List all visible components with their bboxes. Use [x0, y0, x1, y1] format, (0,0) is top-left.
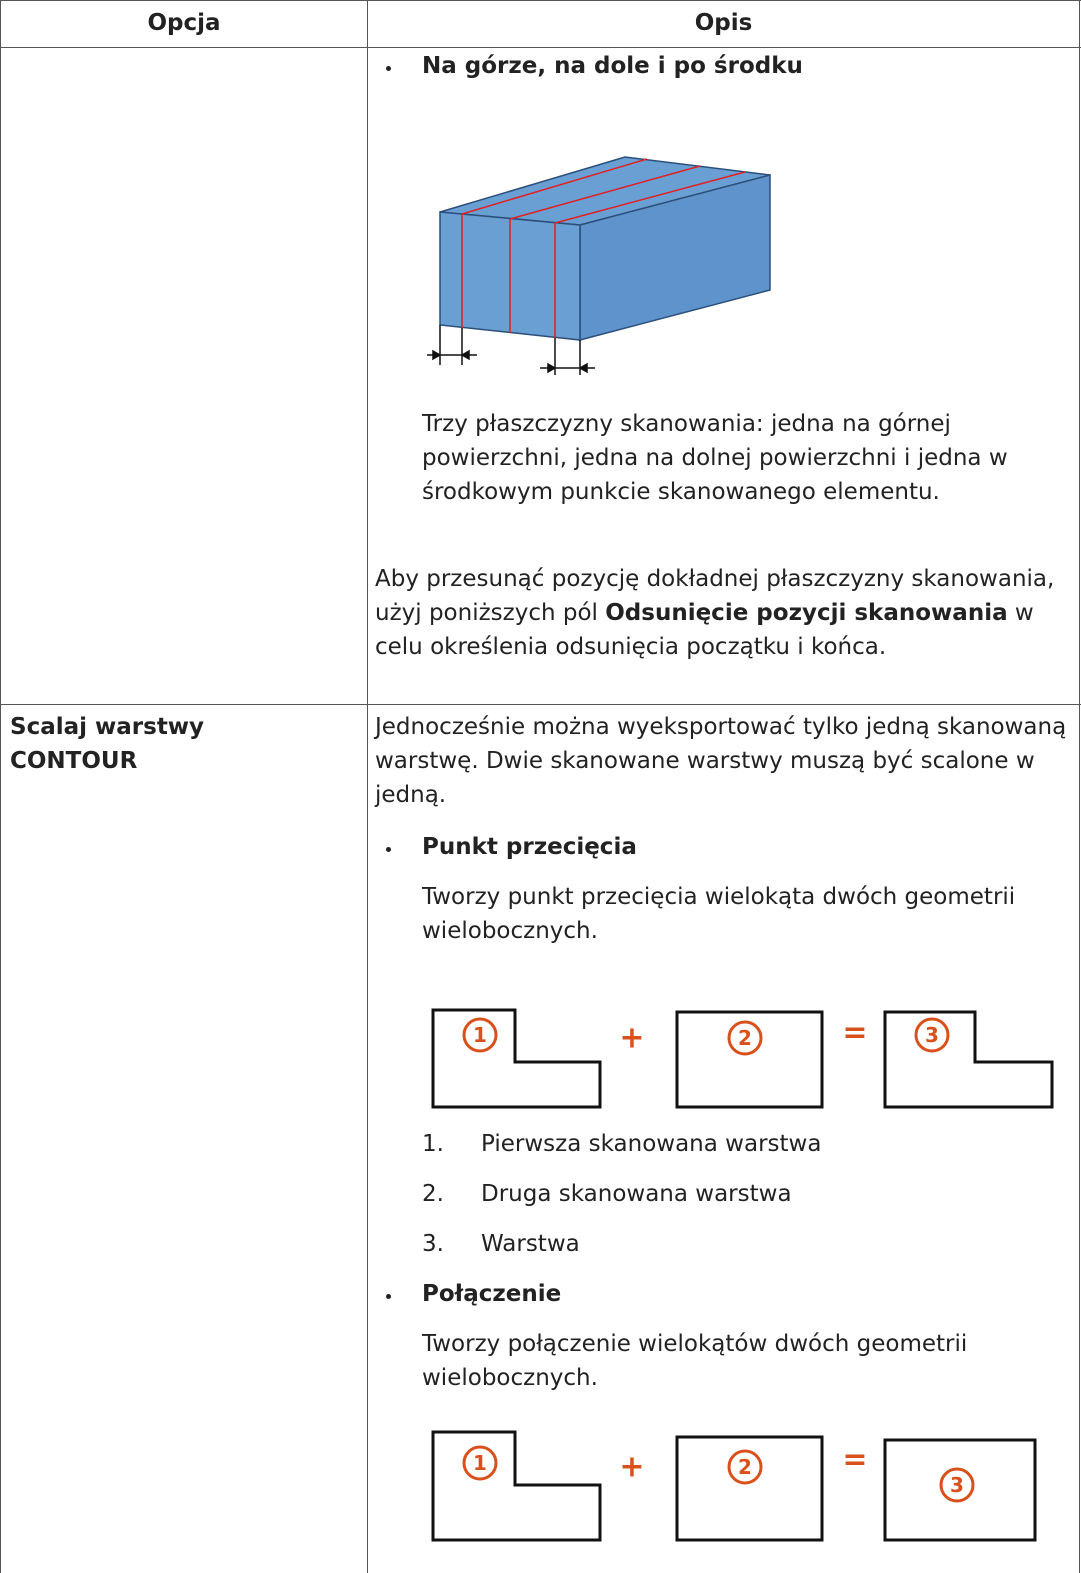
- intersection-diagram: 1 2 3 + =: [431, 1008, 1054, 1109]
- note: Aby przesunąć pozycję dokładnej płaszczy…: [375, 562, 1075, 664]
- list-marker: 2.: [422, 1181, 444, 1207]
- label: 2: [738, 1455, 752, 1479]
- header-cell: Opcja: [147, 10, 221, 36]
- label: 1: [473, 1023, 487, 1047]
- label: 3: [950, 1473, 964, 1497]
- scan-illustration: [427, 156, 771, 375]
- border: [0, 47, 1081, 48]
- item-text: Tworzy punkt przecięcia wielokąta dwóch …: [422, 884, 1016, 944]
- list-text: Pierwsza skanowana warstwa: [481, 1131, 822, 1157]
- header-cell: Opis: [694, 10, 753, 36]
- border: [0, 704, 1081, 705]
- label: 3: [925, 1023, 939, 1047]
- bullet-title: Połączenie: [422, 1281, 562, 1307]
- border: [1079, 0, 1080, 1573]
- list-marker: 1.: [422, 1131, 444, 1157]
- list-marker: 3.: [422, 1231, 444, 1257]
- option: Scalaj warstwy CONTOUR: [10, 714, 205, 774]
- caption: Trzy płaszczyzny skanowania: jedna na gó…: [422, 411, 1008, 505]
- bold-text: Odsunięcie pozycji skanowania: [605, 600, 1008, 626]
- text: w celu określenia odsunięcia początku i …: [375, 600, 1034, 660]
- border: [0, 0, 1081, 1]
- label: 1: [473, 1451, 487, 1475]
- item-text: Tworzy połączenie wielokątów dwóch geome…: [422, 1331, 968, 1391]
- bullet-title: Punkt przecięcia: [422, 834, 637, 860]
- bullet: [386, 847, 391, 852]
- operator: +: [619, 1450, 644, 1485]
- operator: =: [842, 1443, 867, 1478]
- bullet: [386, 66, 391, 71]
- intro: Jednocześnie można wyeksportować tylko j…: [375, 714, 1067, 808]
- operator: =: [842, 1016, 867, 1051]
- border: [367, 0, 368, 1573]
- list-text: Warstwa: [481, 1231, 580, 1257]
- list-text: Druga skanowana warstwa: [481, 1181, 792, 1207]
- bullet-title: Na górze, na dole i po środku: [422, 53, 803, 79]
- text: Aby przesunąć pozycję dokładnej płaszczy…: [375, 566, 1055, 626]
- label: 2: [738, 1026, 752, 1050]
- bullet: [386, 1294, 391, 1299]
- border: [0, 0, 1, 1573]
- operator: +: [619, 1021, 644, 1056]
- union-diagram: 1 2 3 + =: [431, 1430, 1037, 1542]
